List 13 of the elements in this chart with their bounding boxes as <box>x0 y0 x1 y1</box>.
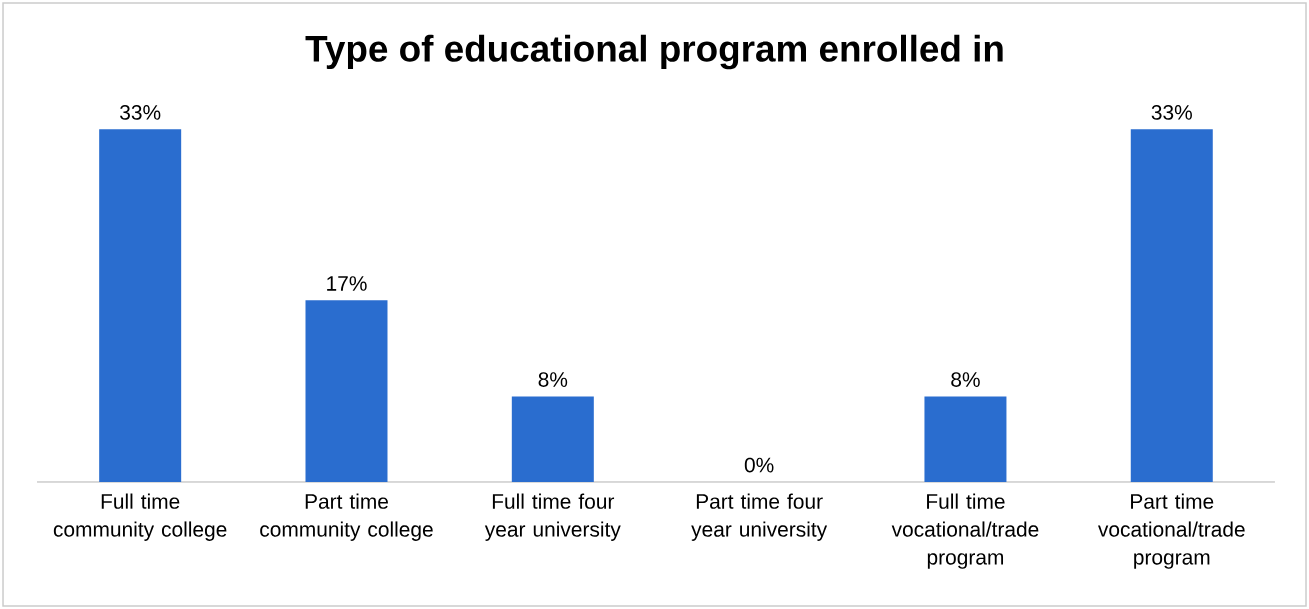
x-tick-label: Full time community college <box>53 493 227 541</box>
x-tick-label: Full time vocational/trade program <box>891 493 1039 569</box>
x-tick-label: Part time vocational/trade program <box>1098 493 1245 569</box>
chart-title: Type of educational program enrolled in <box>305 34 1003 70</box>
data-label: 0% <box>744 457 774 473</box>
data-label: 33% <box>120 104 161 120</box>
x-tick-label: Full time four year university <box>484 493 621 541</box>
data-label: 17% <box>327 276 367 291</box>
data-label: 8% <box>538 372 568 387</box>
x-tick-label: Part time community college <box>260 493 433 541</box>
data-label: 8% <box>951 372 980 387</box>
data-label: 33% <box>1151 104 1192 120</box>
x-tick-label: Part time four year university <box>691 493 828 541</box>
